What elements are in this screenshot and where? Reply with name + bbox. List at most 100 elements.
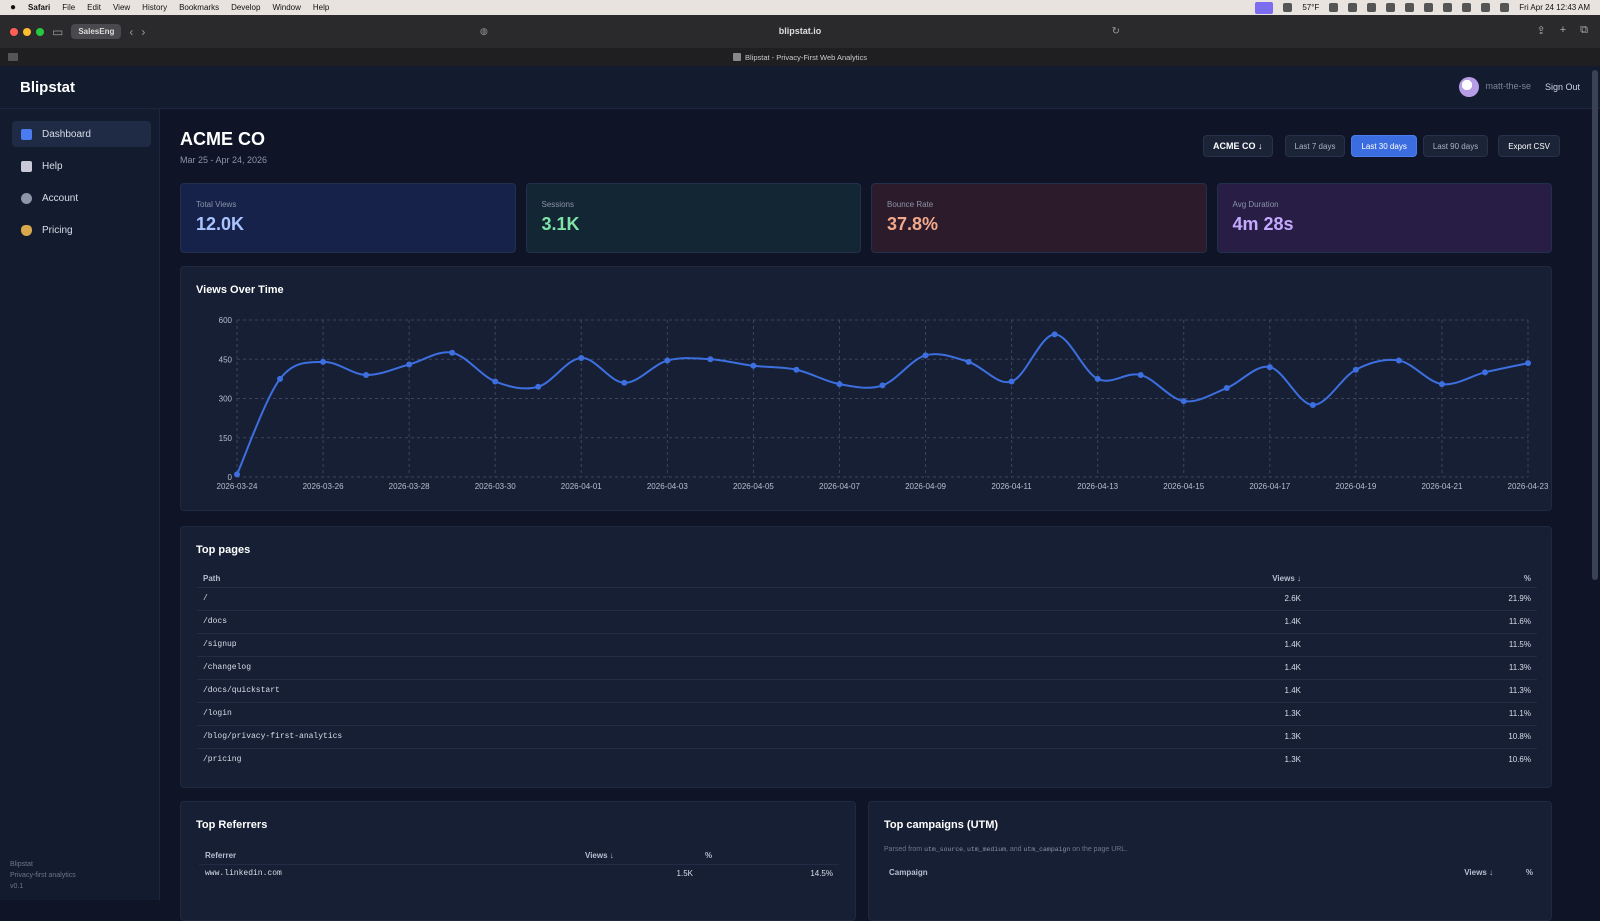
pinned-tab-icon[interactable]	[8, 53, 18, 61]
menu-help[interactable]: Help	[312, 3, 330, 12]
chart-title: Views Over Time	[196, 284, 284, 296]
table-row[interactable]: /blog/privacy-first-analytics 1.3K 10.8%	[197, 724, 1537, 748]
table-row[interactable]: /changelog 1.4K 11.3%	[197, 655, 1537, 679]
status-app-icon[interactable]	[1367, 3, 1377, 12]
range-30-days-button[interactable]: Last 30 days	[1351, 135, 1417, 157]
table-row[interactable]: /login 1.3K 11.1%	[197, 701, 1537, 725]
data-point	[664, 357, 671, 364]
minimize-window-button[interactable]	[23, 27, 31, 36]
macos-menubar: ● Safari File Edit View History Bookmark…	[0, 0, 1600, 15]
zoom-window-button[interactable]	[36, 27, 44, 36]
data-point	[1180, 398, 1187, 405]
sidebar-item-dashboard[interactable]: Dashboard	[12, 121, 151, 147]
x-tick-label: 2026-04-03	[647, 482, 688, 491]
data-point	[707, 356, 714, 363]
table-row[interactable]: /docs 1.4K 11.6%	[197, 609, 1537, 633]
views-cell: 1.4K	[1167, 609, 1307, 633]
col-referrer-header[interactable]: Referrer	[205, 851, 237, 861]
volume-icon[interactable]	[1462, 3, 1472, 12]
sidebar-item-help[interactable]: Help	[12, 153, 151, 179]
sidebar-item-account[interactable]: Account	[12, 185, 151, 211]
reload-icon[interactable]: ↻	[1111, 25, 1120, 37]
pct-cell: 10.6%	[1307, 747, 1537, 771]
user-menu[interactable]: matt-the-se	[1459, 77, 1531, 97]
col-path-header[interactable]: Path	[203, 574, 221, 584]
wifi-icon[interactable]	[1443, 3, 1453, 12]
path-cell: /signup	[197, 632, 1167, 656]
brand-logo[interactable]: Blipstat	[20, 78, 76, 96]
apple-icon[interactable]: ●	[10, 2, 17, 13]
app-header: Blipstat matt-the-se Sign Out	[0, 66, 1600, 109]
search-icon[interactable]	[1481, 3, 1491, 12]
screen-share-icon[interactable]	[1255, 1, 1274, 14]
pct-cell: 10.8%	[1307, 724, 1537, 748]
back-icon[interactable]: ‹	[129, 24, 134, 39]
menu-view[interactable]: View	[112, 3, 131, 12]
y-tick-label: 300	[219, 395, 233, 404]
table-row[interactable]: /2.6K 21.9%	[197, 586, 1537, 610]
weather-status[interactable]: 57°F	[1302, 3, 1320, 12]
x-tick-label: 2026-04-23	[1508, 482, 1549, 491]
menu-app-name[interactable]: Safari	[28, 3, 51, 12]
x-tick-label: 2026-04-13	[1077, 482, 1118, 491]
export-csv-button[interactable]: Export CSV	[1498, 135, 1560, 157]
data-point	[836, 381, 843, 388]
pct-cell: 14.5%	[699, 863, 839, 882]
path-cell: /	[197, 586, 1167, 610]
col-views-header[interactable]: Views ↓	[585, 851, 614, 861]
menu-bookmarks[interactable]: Bookmarks	[179, 3, 220, 12]
control-center-icon[interactable]	[1500, 3, 1510, 12]
status-app-icon[interactable]	[1348, 3, 1358, 12]
browser-chrome: ▭ SalesEng ‹ › ◍ blipstat.io ↻ ⇪ + ⧉ Bli…	[0, 15, 1600, 66]
menu-history[interactable]: History	[142, 3, 168, 12]
page-scrollbar[interactable]	[1592, 70, 1598, 580]
menu-edit[interactable]: Edit	[87, 3, 101, 12]
close-window-button[interactable]	[10, 27, 18, 36]
menu-window[interactable]: Window	[272, 3, 301, 12]
url-text[interactable]: blipstat.io	[778, 26, 822, 36]
address-bar[interactable]: ◍ blipstat.io ↻	[480, 22, 1120, 40]
table-row[interactable]: /pricing 1.3K 10.6%	[197, 747, 1537, 771]
battery-icon[interactable]	[1424, 3, 1434, 12]
data-point	[234, 471, 240, 478]
col-campaign-header[interactable]: Campaign	[889, 867, 928, 877]
col-pct-header[interactable]: %	[1525, 867, 1533, 877]
sign-out-button[interactable]: Sign Out	[1544, 82, 1580, 92]
active-tab-title[interactable]: Blipstat - Privacy-First Web Analytics	[745, 52, 867, 62]
x-tick-label: 2026-03-30	[475, 482, 516, 491]
menu-file[interactable]: File	[62, 3, 76, 12]
range-7-days-button[interactable]: Last 7 days	[1284, 135, 1346, 157]
new-tab-icon[interactable]: +	[1559, 24, 1567, 36]
views-line-chart[interactable]: 0 150 300 450 600 2026-03-24 2026-03-26 2026-03…	[181, 267, 1553, 512]
table-row[interactable]: /signup 1.4K 11.5%	[197, 632, 1537, 656]
range-90-days-button[interactable]: Last 90 days	[1422, 135, 1489, 157]
stat-card-bounce-rate: Bounce Rate 37.8%	[871, 183, 1207, 253]
share-icon[interactable]: ⇪	[1536, 25, 1546, 37]
table-row[interactable]: www.linkedin.com 1.5K 14.5%	[199, 863, 839, 882]
clock[interactable]: Fri Apr 24 12:43 AM	[1519, 3, 1590, 12]
window-controls	[10, 27, 44, 36]
privacy-shield-icon[interactable]: ◍	[480, 25, 488, 36]
data-point	[793, 366, 800, 373]
user-icon	[21, 192, 32, 204]
table-row[interactable]: /docs/quickstart 1.4K 11.3%	[197, 678, 1537, 702]
x-tick-label: 2026-04-15	[1163, 482, 1204, 491]
moon-icon[interactable]	[1386, 3, 1396, 12]
menu-develop[interactable]: Develop	[231, 3, 261, 12]
sidebar-toggle-icon[interactable]: ▭	[52, 24, 64, 39]
sidebar-item-pricing[interactable]: Pricing	[12, 217, 151, 243]
org-select[interactable]: ACME CO ↓	[1203, 135, 1273, 157]
sidebar-footer: Blipstat Privacy-first analytics v0.1	[10, 859, 76, 892]
col-views-header[interactable]: Views ↓	[1272, 574, 1301, 584]
tab-group-selector[interactable]: SalesEng	[71, 24, 122, 39]
col-pct-header[interactable]: %	[705, 851, 713, 861]
status-app-icon[interactable]	[1329, 3, 1339, 12]
col-pct-header[interactable]: %	[1523, 574, 1531, 584]
col-views-header[interactable]: Views ↓	[1464, 867, 1493, 877]
forward-icon[interactable]: ›	[141, 24, 146, 39]
pct-cell: 21.9%	[1307, 586, 1537, 610]
status-app-icon[interactable]	[1283, 3, 1293, 12]
status-app-icon[interactable]	[1405, 3, 1415, 12]
data-point	[1051, 331, 1058, 338]
tab-overview-icon[interactable]: ⧉	[1580, 24, 1588, 36]
